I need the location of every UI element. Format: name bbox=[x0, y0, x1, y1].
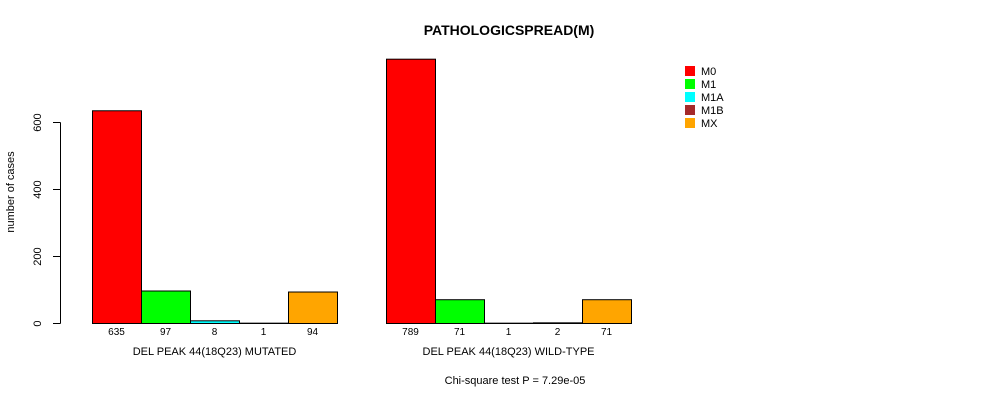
group-labels: DEL PEAK 44(18Q23) MUTATED DEL PEAK 44(18… bbox=[133, 346, 595, 358]
bar-value-label: 1 bbox=[261, 327, 267, 338]
bar-mx bbox=[582, 299, 632, 324]
bar-value-label: 1 bbox=[506, 327, 512, 338]
chi-square-footnote: Chi-square test P = 7.29e-05 bbox=[445, 375, 586, 387]
group-label: DEL PEAK 44(18Q23) MUTATED bbox=[133, 346, 297, 358]
bar-value-label: 71 bbox=[601, 327, 613, 338]
bar-value-label: 8 bbox=[212, 327, 218, 338]
bar-value-label: 635 bbox=[108, 327, 125, 338]
y-tick-label: 600 bbox=[32, 113, 44, 131]
legend-label-mx: MX bbox=[701, 118, 718, 130]
legend-label-m0: M0 bbox=[701, 66, 716, 78]
chart-title: PATHOLOGICSPREAD(M) bbox=[424, 22, 595, 38]
y-tick-label: 0 bbox=[32, 320, 44, 326]
legend-swatch-m1 bbox=[685, 79, 695, 89]
bar-value-label: 2 bbox=[555, 327, 561, 338]
legend-swatch-mx bbox=[685, 118, 695, 128]
bar-value-label: 789 bbox=[402, 327, 419, 338]
legend-swatch-m1b bbox=[685, 105, 695, 115]
bar-value-label: 71 bbox=[454, 327, 466, 338]
legend-swatch-m1a bbox=[685, 92, 695, 102]
legend-label-m1b: M1B bbox=[701, 105, 724, 117]
value-labels: 635 97 8 1 94 789 71 1 2 71 bbox=[108, 327, 612, 338]
bar-m0 bbox=[92, 110, 142, 325]
bar-m1b bbox=[533, 322, 583, 324]
y-axis-label: number of cases bbox=[5, 151, 17, 233]
legend-label-m1a: M1A bbox=[701, 92, 724, 104]
y-tick-label: 400 bbox=[32, 180, 44, 198]
legend-label-m1: M1 bbox=[701, 79, 716, 91]
bar-value-label: 97 bbox=[160, 327, 172, 338]
y-axis: 0 200 400 600 bbox=[32, 113, 61, 327]
bar-value-label: 94 bbox=[307, 327, 319, 338]
bar-mx bbox=[288, 291, 338, 325]
group-label: DEL PEAK 44(18Q23) WILD-TYPE bbox=[423, 346, 595, 358]
bar-m0 bbox=[386, 58, 436, 325]
legend-swatch-m0 bbox=[685, 66, 695, 76]
bars bbox=[92, 58, 632, 325]
y-tick-label: 200 bbox=[32, 247, 44, 265]
bar-m1 bbox=[435, 299, 485, 324]
bar-m1a bbox=[190, 320, 240, 325]
bar-m1 bbox=[141, 290, 191, 325]
